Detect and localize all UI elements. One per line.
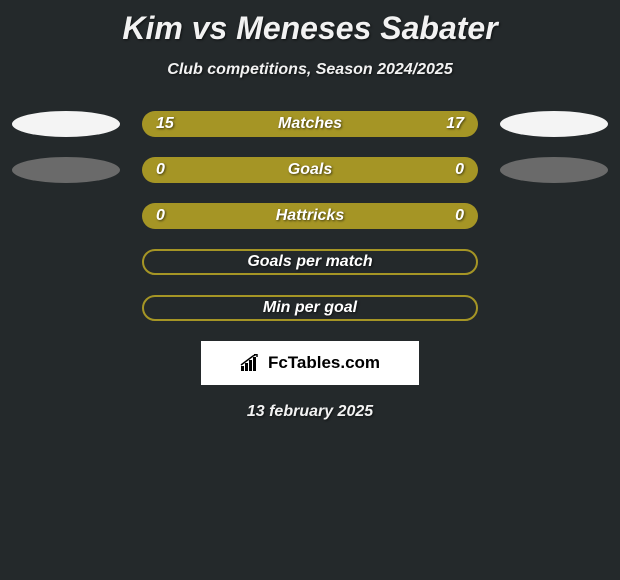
- stat-label-hattricks: Hattricks: [276, 207, 344, 225]
- stat-row-goals: 0 Goals 0: [0, 157, 620, 183]
- stat-bar-min-per-goal: Min per goal: [142, 295, 478, 321]
- bar-chart-icon: [240, 354, 262, 372]
- stat-bar-matches: 15 Matches 17: [142, 111, 478, 137]
- player1-marker-matches: [12, 111, 120, 137]
- stat-label-goals-per-match: Goals per match: [247, 253, 372, 271]
- player2-marker-goals: [500, 157, 608, 183]
- player2-marker-matches: [500, 111, 608, 137]
- stat-bar-hattricks: 0 Hattricks 0: [142, 203, 478, 229]
- player1-matches-value: 15: [156, 115, 174, 133]
- comparison-subtitle: Club competitions, Season 2024/2025: [0, 61, 620, 79]
- stat-bar-goals-per-match: Goals per match: [142, 249, 478, 275]
- stat-row-goals-per-match: Goals per match: [0, 249, 620, 275]
- player1-hattricks-value: 0: [156, 207, 165, 225]
- stat-row-hattricks: 0 Hattricks 0: [0, 203, 620, 229]
- stat-bar-goals: 0 Goals 0: [142, 157, 478, 183]
- player2-matches-value: 17: [446, 115, 464, 133]
- stat-row-matches: 15 Matches 17: [0, 111, 620, 137]
- source-logo-text: FcTables.com: [268, 353, 380, 373]
- comparison-date: 13 february 2025: [0, 403, 620, 421]
- comparison-title: Kim vs Meneses Sabater: [0, 0, 620, 47]
- player1-goals-value: 0: [156, 161, 165, 179]
- source-logo[interactable]: FcTables.com: [201, 341, 419, 385]
- stats-section: 15 Matches 17 0 Goals 0 0 Hattricks 0 Go…: [0, 111, 620, 321]
- player1-marker-goals: [12, 157, 120, 183]
- player2-hattricks-value: 0: [455, 207, 464, 225]
- stat-label-matches: Matches: [278, 115, 342, 133]
- stat-label-goals: Goals: [288, 161, 332, 179]
- player2-goals-value: 0: [455, 161, 464, 179]
- stat-label-min-per-goal: Min per goal: [263, 299, 357, 317]
- stat-row-min-per-goal: Min per goal: [0, 295, 620, 321]
